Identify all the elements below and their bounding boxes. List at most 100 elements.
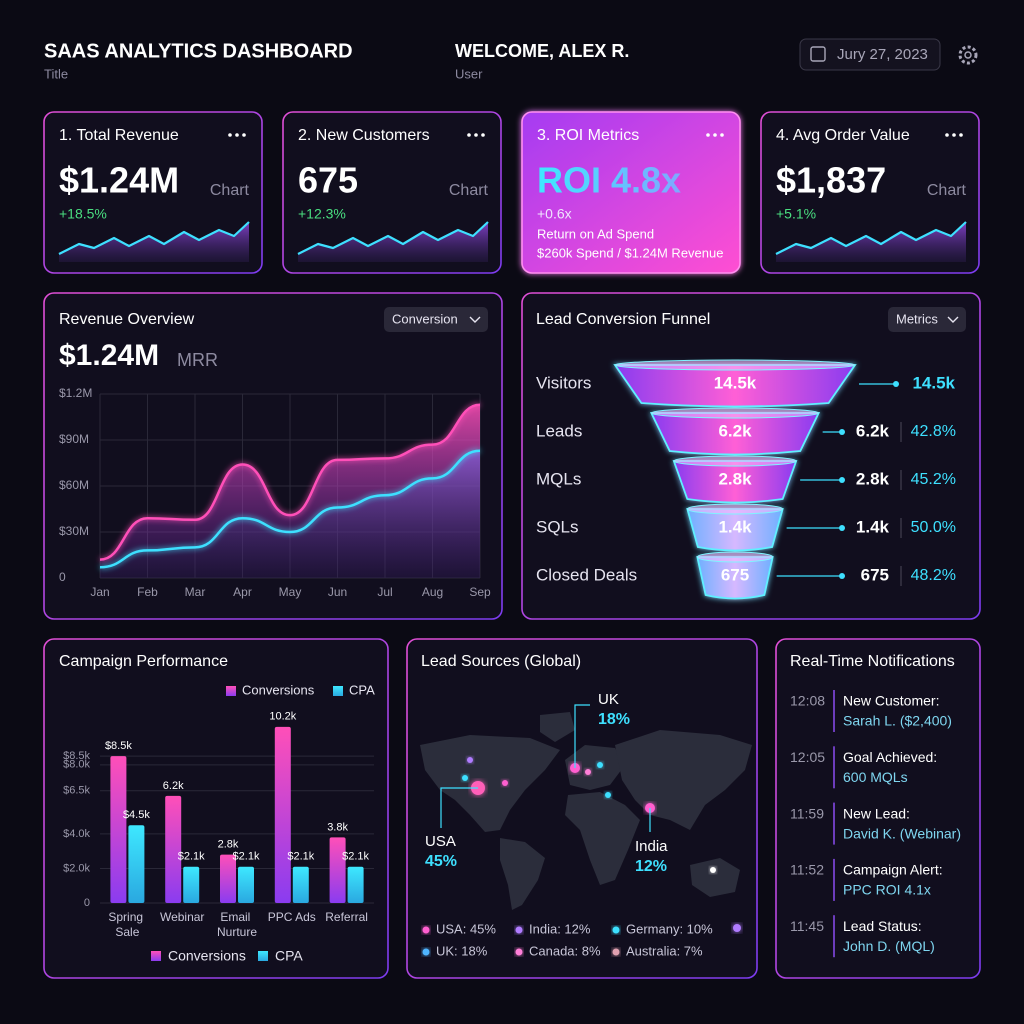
map-hotspot — [585, 769, 591, 775]
callout-value: 12% — [635, 858, 667, 875]
kpi-title: 2. New Customers — [298, 127, 430, 144]
legend-label: UK: 18% — [436, 943, 488, 958]
kpi-value: 675 — [298, 160, 358, 201]
welcome-text: WELCOME, ALEX R. — [455, 41, 629, 61]
notification-time: 11:45 — [790, 918, 824, 934]
conversion-rate: 42.8% — [911, 423, 956, 440]
welcome-caption: User — [455, 66, 483, 81]
funnel-category: SQLs — [536, 517, 579, 536]
map-hotspot — [597, 762, 603, 768]
funnel-segment — [613, 364, 857, 408]
kpi-change: +12.3% — [298, 206, 346, 222]
funnel-side-value: 1.4k — [856, 517, 890, 536]
bar — [165, 795, 182, 903]
funnel-segment — [686, 508, 784, 552]
panel-title: Lead Sources (Global) — [421, 653, 581, 670]
funnel-connector-dot — [839, 525, 845, 531]
funnel-segment-top — [650, 407, 820, 419]
kpi-value: $1.24M — [59, 160, 179, 201]
menu-dot — [467, 133, 471, 137]
y-tick-label: $4.0k — [63, 828, 90, 840]
menu-dot — [945, 133, 949, 137]
funnel-segment — [696, 556, 774, 600]
legend-dot — [515, 926, 523, 934]
map-hotspot — [605, 792, 611, 798]
funnel-segment-top — [614, 359, 856, 371]
bar-value-label: 10.2k — [269, 711, 296, 723]
series-line — [99, 449, 481, 569]
bar — [274, 726, 291, 903]
kpi-value: $1,837 — [776, 160, 886, 201]
bar-value-label: $8.5k — [105, 740, 132, 752]
bar-value-label: $2.1k — [287, 851, 314, 863]
x-tick-label: Webinar — [160, 910, 204, 924]
dropdown[interactable] — [384, 307, 488, 332]
kpi-detail: Return on Ad Spend — [537, 226, 654, 241]
kpi-detail: $260k Spend / $1.24M Revenue — [537, 245, 723, 260]
x-tick-label: Feb — [137, 585, 158, 599]
bar — [220, 854, 236, 903]
continent — [690, 858, 740, 897]
date-picker[interactable] — [799, 38, 941, 71]
x-tick-label: Mar — [185, 585, 206, 599]
funnel-category: Visitors — [536, 373, 591, 392]
funnel-segment — [672, 460, 798, 504]
legend-label: USA: 45% — [436, 921, 496, 936]
kpi-title: 4. Avg Order Value — [776, 127, 910, 144]
notification-title: Goal Achieved: — [843, 749, 937, 765]
kpi-value: ROI 4.8x — [537, 160, 681, 201]
callout-leader — [440, 787, 478, 828]
legend-label: Conversions — [242, 682, 315, 697]
funnel-value-label: 14.5k — [714, 373, 757, 392]
funnel-connector-dot — [839, 429, 845, 435]
legend-label: India: 12% — [529, 921, 591, 936]
settings-icon[interactable] — [958, 45, 978, 65]
menu-dot — [242, 133, 246, 137]
y-tick-label: 0 — [59, 570, 66, 584]
bar-value-label: $4.5k — [123, 809, 150, 821]
y-tick-label: $8.0k — [63, 759, 90, 771]
x-tick-label: Spring Sale — [108, 910, 146, 939]
funnel-side-value: 14.5k — [912, 373, 955, 392]
y-tick-label: $2.0k — [63, 862, 90, 874]
menu-dot — [713, 133, 717, 137]
series-line — [99, 403, 481, 561]
dashboard-title: SAAS ANALYTICS DASHBOARD — [44, 40, 353, 62]
date-text: Jury 27, 2023 — [837, 46, 928, 63]
notification-title: New Customer: — [843, 693, 939, 709]
dropdown-chevron — [469, 316, 481, 323]
y-tick-label: 0 — [84, 897, 90, 909]
menu-dot — [952, 133, 956, 137]
menu-dot — [228, 133, 232, 137]
notification-title: Campaign Alert: — [843, 862, 943, 878]
kpi-change: +18.5% — [59, 206, 107, 222]
conversion-rate: 45.2% — [911, 471, 956, 488]
bar — [292, 866, 309, 903]
continent — [540, 712, 575, 742]
legend-label: CPA — [275, 948, 303, 964]
calendar-icon — [810, 46, 826, 62]
notification-time: 12:05 — [790, 749, 825, 765]
funnel-value-label: 2.8k — [718, 469, 752, 488]
y-tick-label: $6.5k — [63, 785, 90, 797]
dropdown[interactable] — [888, 307, 966, 332]
panel-title: Real-Time Notifications — [790, 653, 955, 670]
notification-detail: John D. (MQL) — [843, 938, 935, 954]
legend-dot — [515, 948, 523, 956]
kpi-chart-label: Chart — [449, 182, 489, 199]
x-tick-label: Jan — [90, 585, 109, 599]
conversion-rate: 50.0% — [911, 519, 956, 536]
world-map — [420, 712, 752, 910]
kpi-card — [43, 111, 263, 274]
revenue-headline: $1.24M — [59, 339, 159, 372]
kpi-chart-label: Chart — [927, 182, 967, 199]
kpi-title: 1. Total Revenue — [59, 127, 179, 144]
funnel-value-label: 6.2k — [718, 421, 752, 440]
callout-label: USA — [425, 833, 456, 850]
y-tick-label: $60M — [59, 478, 89, 492]
legend-swatch — [226, 686, 236, 696]
kpi-change: +5.1% — [776, 206, 816, 222]
legend-label: Australia: 7% — [626, 943, 703, 958]
map-hotspot — [462, 775, 468, 781]
callout-label: UK — [598, 691, 619, 708]
